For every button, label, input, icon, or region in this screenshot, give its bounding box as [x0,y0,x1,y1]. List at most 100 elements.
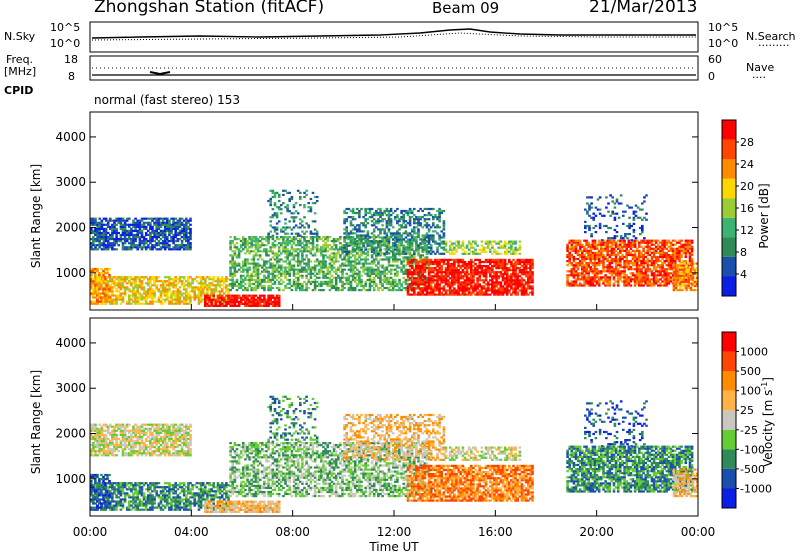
data-cell [248,276,251,279]
data-cell [349,289,353,292]
data-cell [242,236,245,239]
data-cell [119,284,123,287]
data-cell [391,252,395,255]
data-cell [172,219,175,222]
data-cell [387,276,391,279]
data-cell [419,287,422,290]
data-cell [284,228,287,231]
data-cell [394,232,397,235]
data-cell [402,246,405,249]
data-cell [111,238,114,241]
data-cell [248,250,251,253]
data-cell [172,246,175,249]
data-cell [261,264,264,267]
data-cell [189,284,192,287]
data-cell [267,254,270,257]
data-cell [389,218,393,221]
data-cell [113,298,116,301]
data-cell [157,221,161,224]
data-cell [337,260,340,263]
data-cell [151,292,154,295]
data-cell [280,230,283,233]
data-cell [121,231,125,235]
data-cell [332,238,336,241]
data-cell [461,248,465,251]
data-cell [294,272,298,275]
data-cell [440,291,443,294]
data-cell [161,242,165,245]
data-cell [375,268,378,271]
data-cell [174,244,177,247]
data-cell [351,276,355,279]
data-cell [429,252,433,255]
data-cell [368,274,372,277]
data-cell [115,278,118,281]
data-cell [117,280,120,283]
data-cell [163,233,167,237]
data-cell [134,280,137,283]
data-cell [185,288,188,291]
data-cell [408,278,412,281]
data-cell [98,225,101,228]
data-cell [242,266,245,269]
data-cell [524,269,528,272]
data-cell [446,275,450,278]
data-cell [273,282,277,286]
data-cell [387,220,391,223]
data-cell [121,233,125,237]
data-cell [366,258,370,261]
data-cell [394,240,397,243]
data-cell [425,276,429,279]
data-cell [161,244,165,247]
data-cell [277,242,281,245]
data-cell [474,242,477,245]
data-cell [421,291,424,294]
data-cell [212,302,215,305]
data-cell [484,273,488,276]
data-cell [484,250,488,253]
data-cell [130,244,133,247]
data-cell [180,223,184,226]
data-cell [216,276,220,279]
data-cell [398,266,401,269]
data-cell [343,211,346,215]
data-cell [246,260,249,263]
data-cell [313,195,317,199]
data-cell [100,280,104,283]
data-cell [351,238,355,241]
data-cell [244,244,247,247]
data-cell [305,289,308,292]
data-cell [119,288,123,291]
data-cell [345,220,348,223]
data-cell [453,252,456,255]
data-cell [413,230,416,233]
data-cell [358,278,361,281]
data-cell [408,232,412,235]
data-cell [330,284,334,288]
data-cell [505,273,509,276]
data-cell [379,232,382,235]
data-cell [161,290,165,293]
data-cell [214,284,218,287]
data-cell [214,298,218,301]
data-cell [427,273,431,276]
data-cell [176,240,180,243]
data-cell [423,218,427,221]
data-cell [299,268,302,271]
data-cell [341,248,344,251]
data-cell [130,231,133,235]
data-cell [104,248,108,251]
data-cell [461,277,465,280]
data-cell [244,264,247,267]
data-cell [258,272,262,275]
data-cell [254,242,258,245]
data-cell [383,276,386,279]
data-cell [429,285,433,288]
data-cell [320,246,323,249]
data-cell [275,286,279,290]
data-cell [115,219,118,222]
data-cell [242,248,245,251]
data-cell [149,276,152,279]
data-cell [254,302,258,305]
data-cell [606,247,609,250]
